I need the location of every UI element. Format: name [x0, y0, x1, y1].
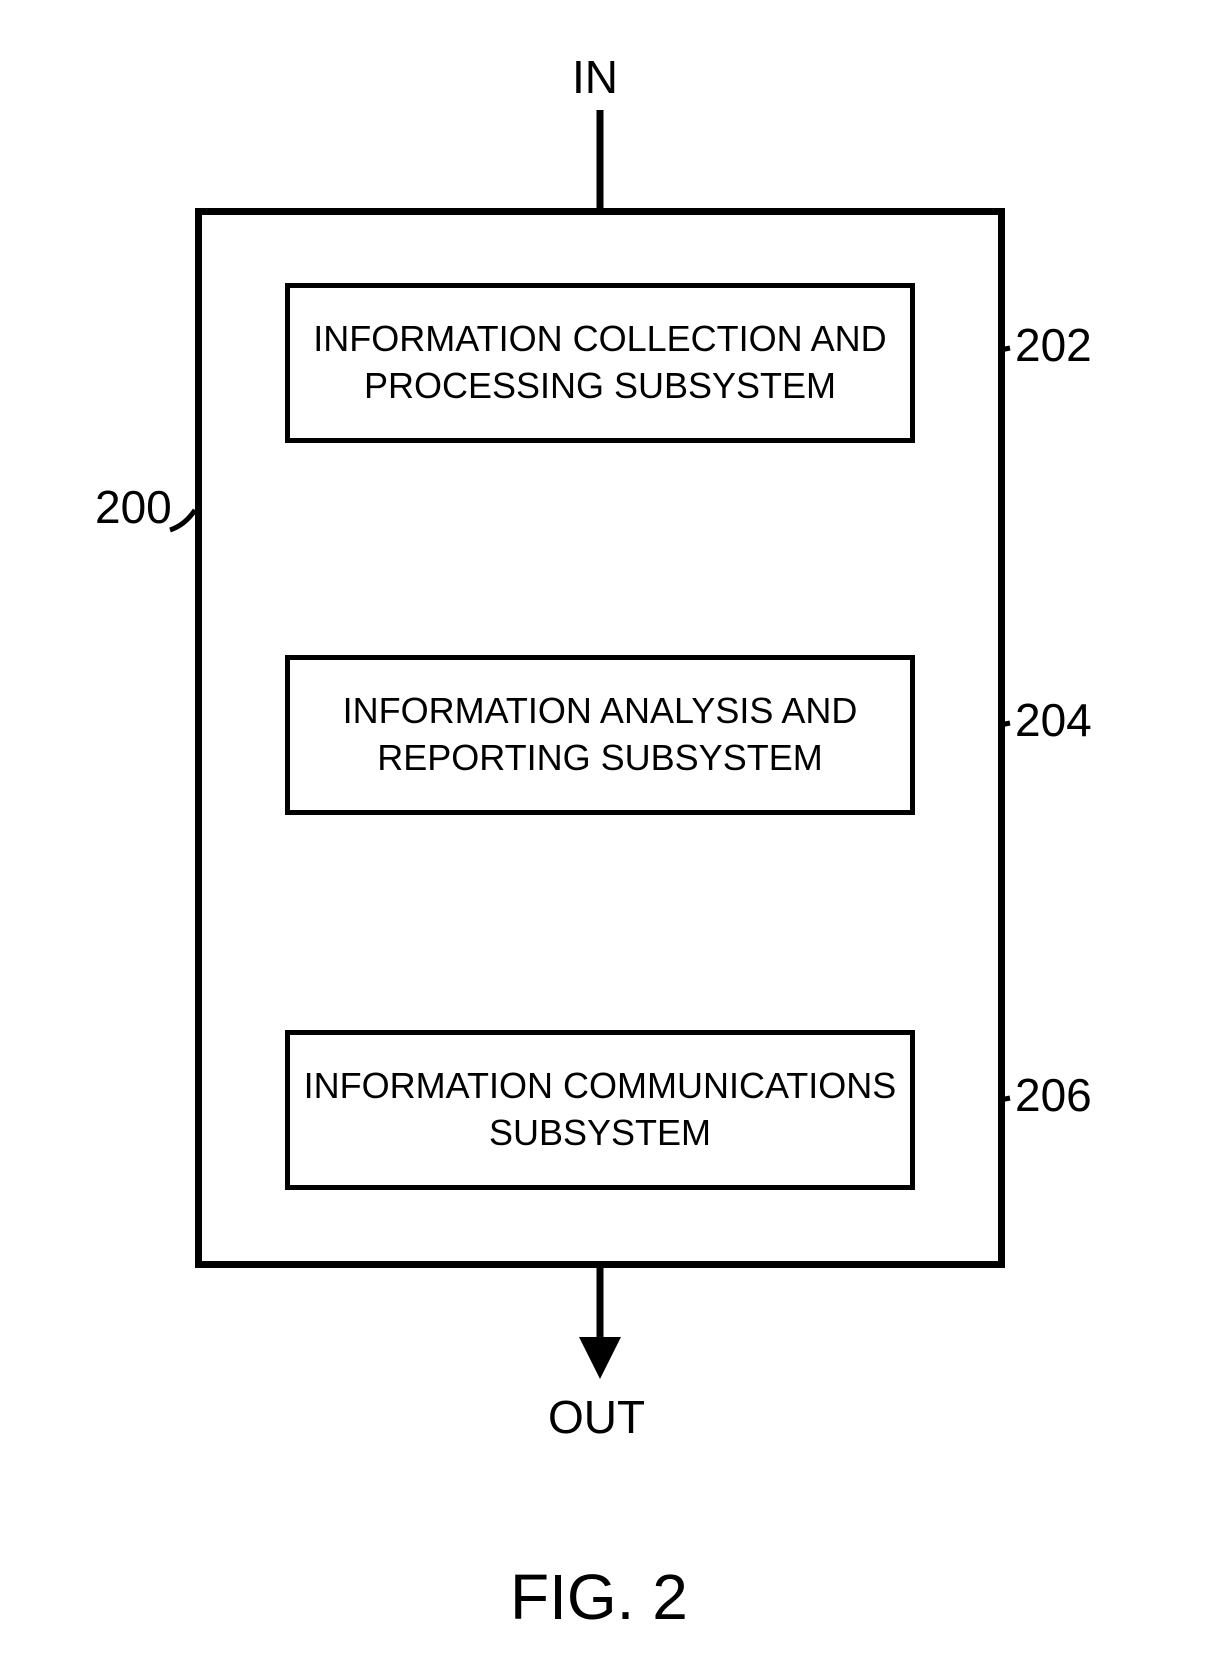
box2-line2: REPORTING SUBSYSTEM: [377, 735, 822, 782]
figure-label: FIG. 2: [510, 1560, 688, 1634]
box3-line2: SUBSYSTEM: [489, 1110, 711, 1157]
box1-line1: INFORMATION COLLECTION AND: [313, 316, 886, 363]
box1-line2: PROCESSING SUBSYSTEM: [364, 363, 836, 410]
box-communications: INFORMATION COMMUNICATIONS SUBSYSTEM: [285, 1030, 915, 1190]
box2-line1: INFORMATION ANALYSIS AND: [343, 688, 858, 735]
ref-204: 204: [1015, 693, 1092, 747]
box3-line1: INFORMATION COMMUNICATIONS: [304, 1063, 897, 1110]
ref-202: 202: [1015, 318, 1092, 372]
box-analysis-reporting: INFORMATION ANALYSIS AND REPORTING SUBSY…: [285, 655, 915, 815]
diagram-container: IN INFORMATION COLLECTION AND PROCESSING…: [0, 0, 1218, 1659]
ref-200: 200: [95, 480, 172, 534]
box-collection-processing: INFORMATION COLLECTION AND PROCESSING SU…: [285, 283, 915, 443]
ref-206: 206: [1015, 1068, 1092, 1122]
label-out: OUT: [548, 1390, 645, 1444]
leader-200: [170, 510, 195, 530]
